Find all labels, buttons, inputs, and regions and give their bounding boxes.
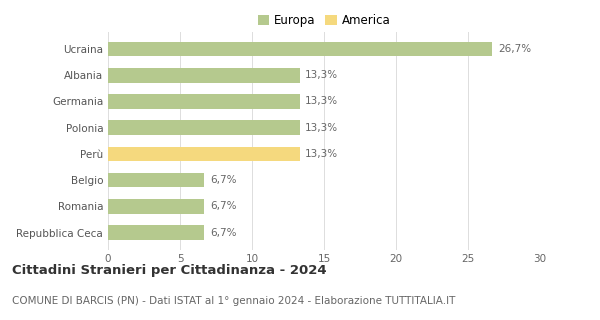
Text: COMUNE DI BARCIS (PN) - Dati ISTAT al 1° gennaio 2024 - Elaborazione TUTTITALIA.: COMUNE DI BARCIS (PN) - Dati ISTAT al 1°… bbox=[12, 296, 455, 306]
Bar bbox=[108, 68, 299, 83]
Text: 6,7%: 6,7% bbox=[210, 201, 237, 211]
Text: Cittadini Stranieri per Cittadinanza - 2024: Cittadini Stranieri per Cittadinanza - 2… bbox=[12, 264, 326, 277]
Bar bbox=[108, 173, 205, 187]
Legend: Europa, America: Europa, America bbox=[253, 10, 395, 32]
Text: 6,7%: 6,7% bbox=[210, 228, 237, 237]
Text: 13,3%: 13,3% bbox=[305, 123, 338, 133]
Bar bbox=[108, 121, 299, 135]
Text: 6,7%: 6,7% bbox=[210, 175, 237, 185]
Bar bbox=[108, 199, 205, 213]
Bar bbox=[108, 225, 205, 240]
Bar bbox=[108, 94, 299, 109]
Text: 26,7%: 26,7% bbox=[498, 44, 532, 54]
Text: 13,3%: 13,3% bbox=[305, 149, 338, 159]
Bar bbox=[108, 42, 493, 56]
Text: 13,3%: 13,3% bbox=[305, 70, 338, 80]
Bar bbox=[108, 147, 299, 161]
Text: 13,3%: 13,3% bbox=[305, 97, 338, 107]
